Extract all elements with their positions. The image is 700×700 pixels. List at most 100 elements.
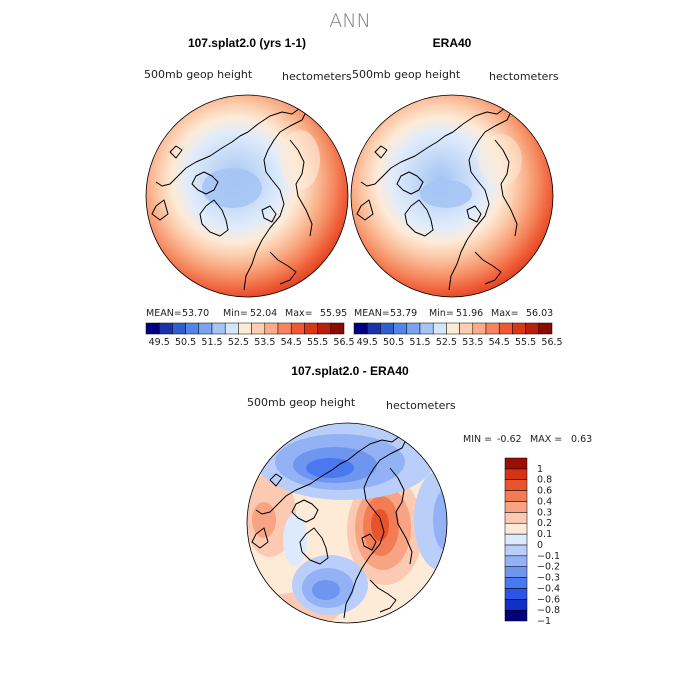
colorbar-diff: 10.80.60.40.30.20.10−0.1−0.2−0.3−0.4−0.6… bbox=[504, 457, 560, 627]
colorbar-swatch bbox=[366, 322, 381, 335]
figure-title: ANN bbox=[329, 10, 370, 32]
colorbar-swatch bbox=[504, 457, 528, 470]
colorbar-swatch bbox=[504, 609, 528, 622]
panel-model-variable: 500mb geop height bbox=[144, 68, 253, 81]
stat-mean-value: 53.70 bbox=[182, 308, 209, 319]
colorbar-tick-label: 56.5 bbox=[333, 337, 354, 348]
panel-model: 107.splat2.0 (yrs 1-1) 500mb geop height… bbox=[144, 36, 355, 348]
diff-neg-west bbox=[283, 514, 307, 566]
panel-model-title: 107.splat2.0 (yrs 1-1) bbox=[188, 36, 306, 50]
colorbar-tick-label: −0.4 bbox=[537, 583, 560, 594]
colorbar-swatch bbox=[277, 322, 292, 335]
colorbar-tick-label: 54.5 bbox=[281, 337, 302, 348]
colorbar-tick-label: 52.5 bbox=[228, 337, 249, 348]
stat-max-value: 55.95 bbox=[320, 308, 347, 319]
map-model-ridge bbox=[280, 130, 320, 190]
panel-diff-units: hectometers bbox=[386, 399, 456, 412]
colorbar-swatch bbox=[290, 322, 305, 335]
colorbar-tick-label: −0.1 bbox=[537, 551, 560, 562]
stat-max-label: MAX = bbox=[530, 434, 562, 445]
stat-min-label: Min= bbox=[429, 308, 454, 319]
colorbar-swatch bbox=[145, 322, 160, 335]
colorbar-swatch bbox=[498, 322, 513, 335]
map-model-coastlines bbox=[151, 107, 313, 291]
diff-neg-east-inner bbox=[433, 490, 447, 550]
colorbar-swatch bbox=[504, 468, 528, 480]
colorbar-swatch bbox=[504, 577, 528, 589]
colorbar-tick-label: 0.8 bbox=[537, 475, 552, 486]
colorbar-tick-label: 56.5 bbox=[541, 337, 562, 348]
colorbar-tick-label: 1 bbox=[537, 464, 543, 475]
panel-model-stats: MEAN= 53.70 Min= 52.04 Max= 55.95 bbox=[146, 308, 347, 319]
panel-obs-title: ERA40 bbox=[433, 36, 472, 50]
map-obs-ridge bbox=[478, 134, 522, 186]
colorbar-swatch bbox=[504, 533, 528, 546]
diff-pos-east-core bbox=[371, 509, 389, 541]
colorbar-swatch bbox=[525, 322, 540, 335]
stat-min-value: 52.04 bbox=[250, 308, 277, 319]
stat-max-value: 56.03 bbox=[526, 308, 553, 319]
colorbar-model: 49.5 50.5 51.5 52.5 53.5 54.5 55.5 56.5 bbox=[145, 322, 355, 348]
colorbar-tick-label: −0.6 bbox=[537, 594, 560, 605]
panel-diff-title: 107.splat2.0 - ERA40 bbox=[291, 364, 409, 378]
panel-obs-units: hectometers bbox=[489, 70, 559, 83]
colorbar-tick-label: 0.1 bbox=[537, 529, 552, 540]
colorbar-swatch bbox=[406, 322, 421, 335]
colorbar-tick-label: 53.5 bbox=[254, 337, 275, 348]
colorbar-tick-label: 0.4 bbox=[537, 496, 552, 507]
colorbar-obs: 49.5 50.5 51.5 52.5 53.5 54.5 55.5 56.5 bbox=[353, 322, 563, 348]
colorbar-tick-label: 0.2 bbox=[537, 518, 552, 529]
colorbar-swatch bbox=[432, 322, 447, 335]
colorbar-tick-label: 50.5 bbox=[175, 337, 196, 348]
colorbar-swatch bbox=[504, 501, 528, 513]
colorbar-tick-label: 51.5 bbox=[409, 337, 430, 348]
stat-max-value: 0.63 bbox=[571, 434, 592, 445]
colorbar-swatch bbox=[330, 322, 345, 335]
colorbar-tick-label: −1 bbox=[537, 616, 551, 627]
colorbar-swatch bbox=[172, 322, 186, 335]
colorbar-swatch bbox=[504, 479, 528, 491]
colorbar-tick-label: 49.5 bbox=[357, 337, 378, 348]
colorbar-swatch bbox=[485, 322, 500, 335]
colorbar-swatch bbox=[538, 322, 553, 335]
panel-obs-variable: 500mb geop height bbox=[352, 68, 461, 81]
map-diff-coastlines bbox=[251, 435, 413, 619]
colorbar-tick-label: 0 bbox=[537, 540, 543, 551]
colorbar-swatch bbox=[512, 322, 526, 335]
colorbar-swatch bbox=[380, 322, 394, 335]
map-obs-border bbox=[350, 94, 554, 298]
map-model-low-contour bbox=[202, 168, 262, 208]
stat-min-value: -0.62 bbox=[497, 434, 522, 445]
colorbar-tick-label: 54.5 bbox=[489, 337, 510, 348]
colorbar-swatch bbox=[504, 522, 528, 535]
stat-mean-label: MEAN= bbox=[146, 308, 182, 319]
colorbar-tick-label: 52.5 bbox=[436, 337, 457, 348]
colorbar-tick-label: −0.3 bbox=[537, 573, 560, 584]
colorbar-swatch bbox=[419, 322, 434, 335]
colorbar-tick-label: 55.5 bbox=[515, 337, 536, 348]
map-obs bbox=[351, 95, 553, 297]
diff-neg-south-core bbox=[312, 580, 340, 600]
colorbar-swatch bbox=[238, 322, 252, 335]
panel-diff: 107.splat2.0 - ERA40 500mb geop height h… bbox=[246, 364, 592, 627]
colorbar-tick-label: 49.5 bbox=[149, 337, 170, 348]
colorbar-swatch bbox=[504, 490, 528, 502]
stat-min-value: 51.96 bbox=[456, 308, 483, 319]
colorbar-swatch bbox=[353, 322, 368, 335]
colorbar-swatch bbox=[504, 555, 528, 567]
colorbar-swatch bbox=[393, 322, 408, 335]
colorbar-swatch bbox=[264, 322, 279, 335]
colorbar-swatch bbox=[211, 322, 226, 335]
stat-min-label: Min= bbox=[223, 308, 248, 319]
colorbar-tick-label: 50.5 bbox=[383, 337, 404, 348]
map-diff-border bbox=[246, 422, 448, 624]
colorbar-swatch bbox=[504, 588, 528, 600]
colorbar-swatch bbox=[304, 322, 318, 335]
colorbar-swatch bbox=[224, 322, 239, 335]
stat-max-label: Max= bbox=[491, 308, 519, 319]
colorbar-tick-label: 0.6 bbox=[537, 486, 552, 497]
colorbar-swatch bbox=[251, 322, 266, 335]
map-model-border bbox=[145, 94, 349, 298]
